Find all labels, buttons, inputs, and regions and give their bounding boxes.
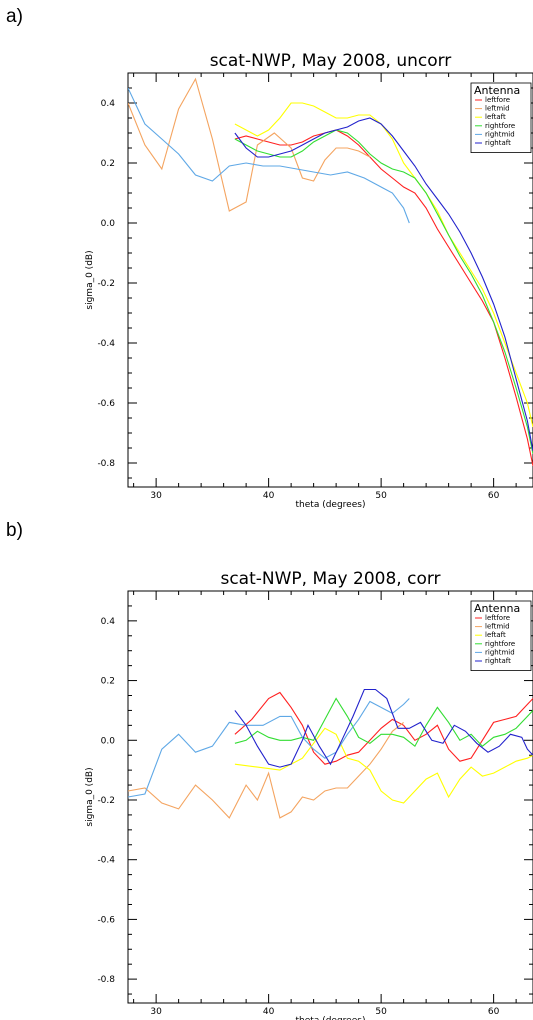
legend: Antennaleftforeleftmidleftaftrightforeri… bbox=[470, 600, 532, 671]
x-tick-label: 50 bbox=[375, 491, 387, 501]
y-tick-label: 0.0 bbox=[101, 736, 116, 746]
x-tick-label: 30 bbox=[150, 1007, 162, 1017]
chart-title: scat-NWP, May 2008, corr bbox=[220, 569, 440, 589]
y-tick-label: 0.2 bbox=[101, 677, 115, 687]
y-tick-label: -0.2 bbox=[97, 796, 115, 806]
series-line-rightfore bbox=[234, 697, 533, 748]
x-tick-label: 50 bbox=[375, 1007, 387, 1017]
series-line-rightmid bbox=[128, 87, 410, 224]
y-tick-label: -0.4 bbox=[97, 856, 115, 866]
y-tick-label: -0.8 bbox=[97, 975, 115, 985]
legend-label-rightaft: rightaft bbox=[485, 139, 511, 147]
legend-title: Antenna bbox=[474, 602, 520, 615]
y-axis-label: sigma_0 (dB) bbox=[85, 250, 95, 309]
y-tick-label: 0.4 bbox=[101, 99, 116, 109]
legend-label-rightmid: rightmid bbox=[485, 130, 515, 138]
legend-label-leftaft: leftaft bbox=[485, 631, 506, 639]
series-line-leftfore bbox=[234, 129, 533, 467]
legend-label-leftfore: leftfore bbox=[485, 96, 510, 104]
x-axis-label: theta (degrees) bbox=[296, 500, 366, 510]
legend-label-leftmid: leftmid bbox=[485, 623, 510, 631]
y-tick-label: -0.2 bbox=[97, 279, 115, 289]
x-tick-label: 30 bbox=[150, 491, 162, 501]
legend-label-rightmid: rightmid bbox=[485, 648, 515, 656]
y-axis-label: sigma_0 (dB) bbox=[85, 767, 95, 826]
y-tick-label: 0.4 bbox=[101, 617, 116, 627]
legend-box bbox=[470, 82, 532, 153]
y-tick-label: -0.4 bbox=[97, 339, 115, 349]
legend: Antennaleftforeleftmidleftaftrightforeri… bbox=[470, 82, 532, 153]
plot-frame bbox=[127, 72, 533, 488]
x-tick-label: 60 bbox=[488, 491, 500, 501]
series-line-leftmid bbox=[128, 77, 371, 212]
chart-title: scat-NWP, May 2008, uncorr bbox=[210, 51, 452, 71]
y-tick-label: 0.0 bbox=[101, 219, 116, 229]
y-tick-label: -0.8 bbox=[97, 459, 115, 469]
panel-letter-a: a) bbox=[6, 6, 23, 27]
series-line-leftfore bbox=[234, 691, 533, 765]
legend-title: Antenna bbox=[474, 84, 520, 97]
x-tick-label: 60 bbox=[488, 1007, 500, 1017]
legend-label-leftfore: leftfore bbox=[485, 614, 510, 622]
legend-label-rightfore: rightfore bbox=[485, 122, 515, 130]
series-line-rightaft bbox=[234, 688, 533, 768]
chart-b: scat-NWP, May 2008, corr 30 40 50 60 0.4 0.2 0.… bbox=[85, 569, 533, 1020]
legend-label-rightaft: rightaft bbox=[485, 657, 511, 665]
legend-label-leftaft: leftaft bbox=[485, 113, 506, 121]
series-line-leftaft bbox=[234, 102, 533, 428]
legend-label-leftmid: leftmid bbox=[485, 105, 510, 113]
series-line-leftaft bbox=[234, 727, 533, 804]
panel-letter-b: b) bbox=[6, 520, 23, 541]
series-line-rightaft bbox=[234, 117, 533, 452]
x-tick-label: 40 bbox=[263, 491, 275, 501]
y-tick-label: -0.6 bbox=[97, 915, 115, 925]
chart-a: scat-NWP, May 2008, uncorr 30 40 50 60 0.4 0.2… bbox=[85, 51, 533, 510]
y-tick-label: 0.2 bbox=[101, 159, 115, 169]
legend-label-rightfore: rightfore bbox=[485, 640, 515, 648]
legend-box bbox=[470, 600, 532, 671]
x-axis-label: theta (degrees) bbox=[296, 1016, 366, 1020]
y-tick-label: -0.6 bbox=[97, 399, 115, 409]
series-line-rightmid bbox=[128, 698, 410, 798]
series-line-rightfore bbox=[234, 129, 533, 455]
series-line-leftmid bbox=[128, 721, 404, 819]
x-tick-label: 40 bbox=[263, 1007, 275, 1017]
